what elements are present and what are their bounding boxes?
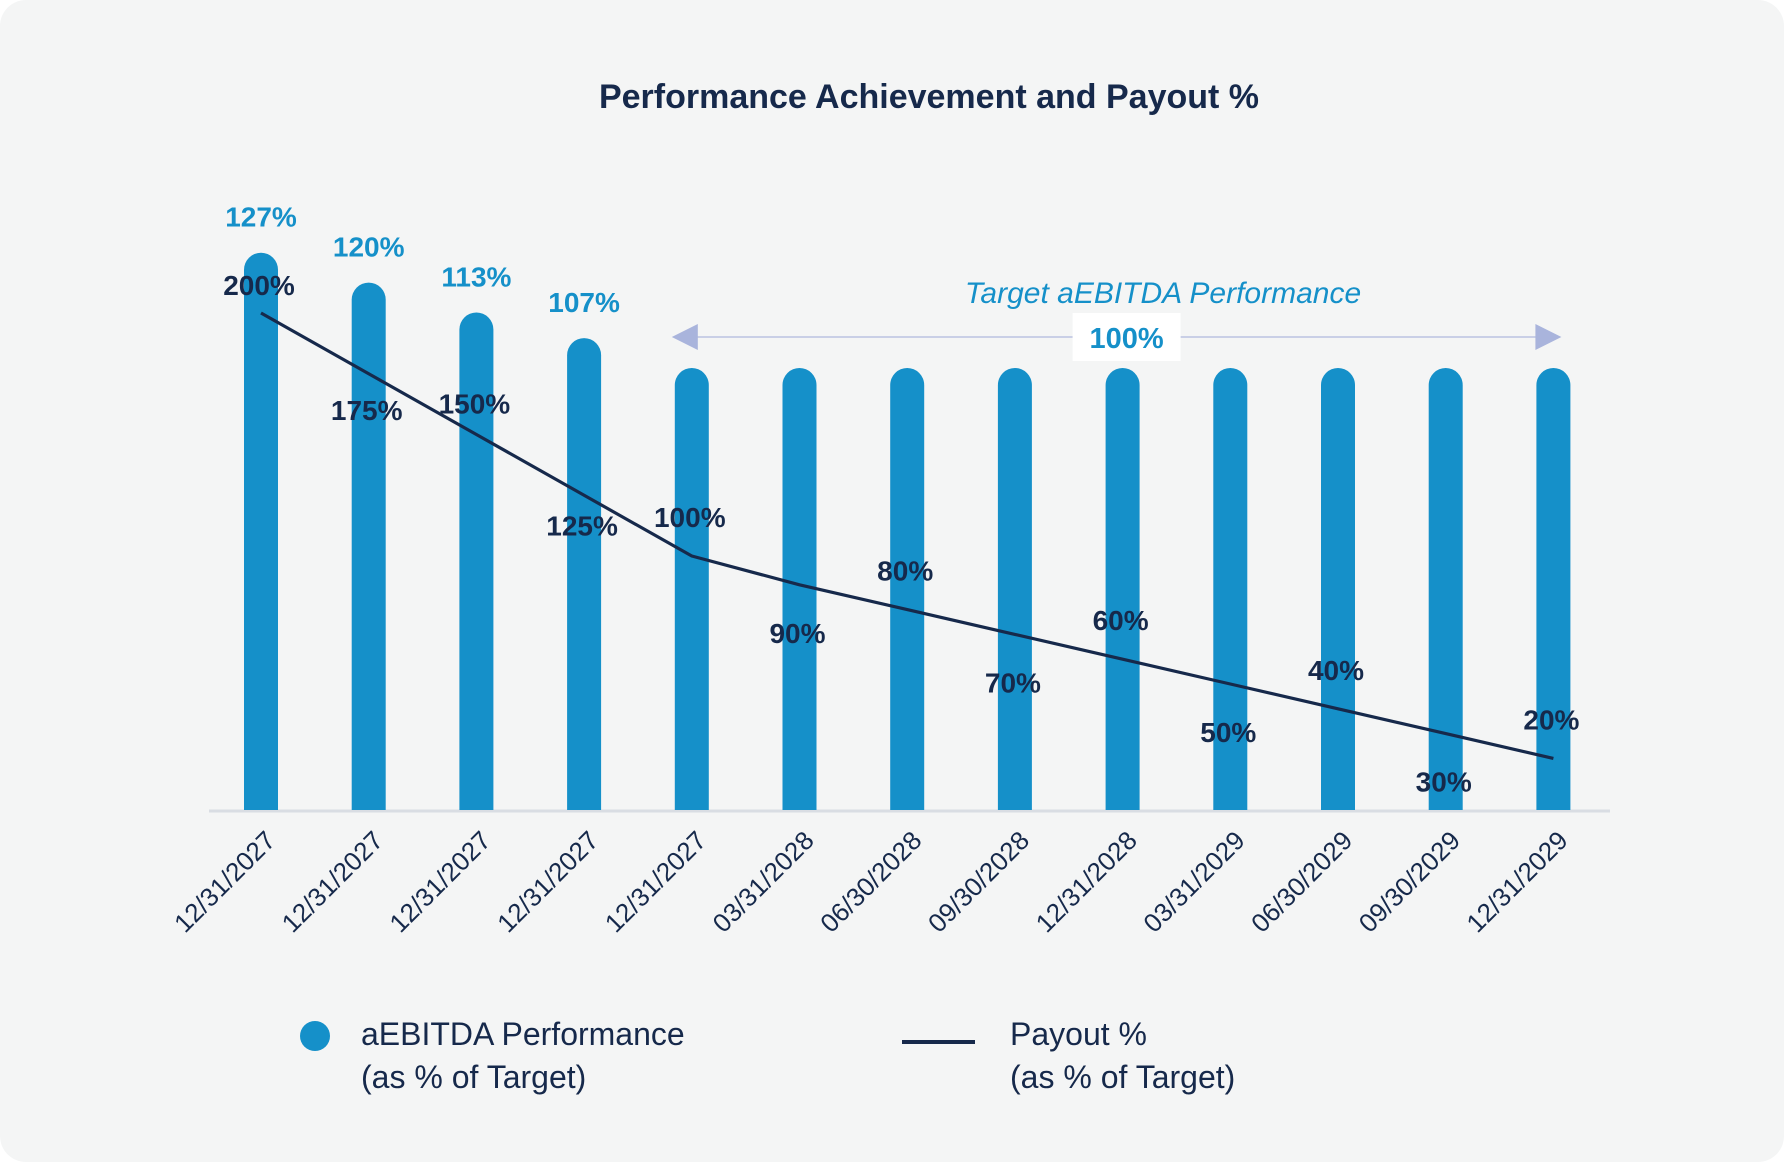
legend-line-marker: [902, 1040, 975, 1044]
bar-performance-8: [997, 368, 1032, 810]
bar-value-label-3: 113%: [441, 261, 511, 292]
x-tick-label-9: 12/31/2028: [1030, 825, 1143, 938]
x-tick-label-10: 03/31/2029: [1137, 825, 1250, 938]
x-tick-label-11: 06/30/2029: [1245, 825, 1358, 938]
payout-value-label-11: 40%: [1308, 655, 1364, 686]
x-tick-label-5: 12/31/2027: [599, 825, 712, 938]
x-tick-label-7: 06/30/2028: [814, 825, 927, 938]
bar-value-label-4: 107%: [548, 287, 620, 318]
payout-value-label-12: 30%: [1416, 767, 1472, 798]
payout-value-label-3: 150%: [439, 389, 511, 420]
bar-performance-5: [674, 368, 709, 810]
chart-title: Performance Achievement and Payout %: [598, 78, 1260, 116]
bar-performance-2: [351, 282, 386, 811]
x-tick-label-3: 12/31/2027: [383, 825, 496, 938]
target-arrow-right-head: [1535, 324, 1562, 350]
payout-value-label-10: 50%: [1200, 717, 1256, 748]
legend-item-payout: Payout % (as % of Target): [1010, 1013, 1235, 1099]
payout-value-label-13: 20%: [1523, 704, 1579, 735]
bar-value-label-1: 127%: [225, 202, 297, 233]
legend-circle-marker: [300, 1021, 330, 1051]
x-tick-label-12: 09/30/2029: [1353, 825, 1466, 938]
payout-value-label-8: 70%: [985, 667, 1041, 698]
bar-value-label-2: 120%: [333, 232, 405, 263]
payout-value-label-5: 100%: [654, 502, 726, 533]
bar-performance-11: [1321, 368, 1355, 810]
target-arrow-left-head: [671, 324, 698, 350]
target-value-box: [1072, 313, 1181, 361]
bar-performance-7: [890, 368, 925, 810]
bar-performance-6: [782, 368, 817, 810]
target-value-label: 100%: [1090, 323, 1164, 355]
payout-value-label-2: 175%: [331, 395, 403, 426]
payout-value-label-4: 125%: [546, 510, 618, 541]
target-annotation-label: Target aEBITDA Performance: [965, 277, 1361, 310]
x-tick-label-1: 12/31/2027: [168, 825, 281, 938]
legend-performance-sublabel: (as % of Target): [361, 1059, 587, 1095]
legend-performance-label: aEBITDA Performance: [361, 1016, 685, 1052]
legend-payout-label: Payout %: [1010, 1016, 1147, 1052]
payout-value-label-7: 80%: [877, 556, 933, 587]
x-tick-label-6: 03/31/2028: [707, 825, 820, 938]
bar-performance-12: [1428, 368, 1463, 810]
bar-performance-4: [567, 338, 602, 810]
payout-value-label-6: 90%: [769, 618, 825, 649]
bar-performance-3: [459, 312, 494, 810]
payout-line: [260, 311, 1554, 760]
bar-performance-13: [1536, 368, 1571, 810]
bar-performance-1: [244, 252, 278, 811]
payout-value-label-9: 60%: [1093, 605, 1149, 636]
x-tick-label-4: 12/31/2027: [491, 825, 604, 938]
x-tick-label-13: 12/31/2029: [1460, 825, 1573, 938]
bar-performance-9: [1105, 368, 1140, 810]
legend-payout-sublabel: (as % of Target): [1010, 1059, 1236, 1095]
payout-value-label-1: 200%: [223, 270, 295, 301]
x-tick-label-8: 09/30/2028: [922, 825, 1035, 938]
x-tick-label-2: 12/31/2027: [276, 825, 389, 938]
legend-item-performance: aEBITDA Performance (as % of Target): [361, 1013, 685, 1099]
bar-performance-10: [1213, 368, 1248, 810]
